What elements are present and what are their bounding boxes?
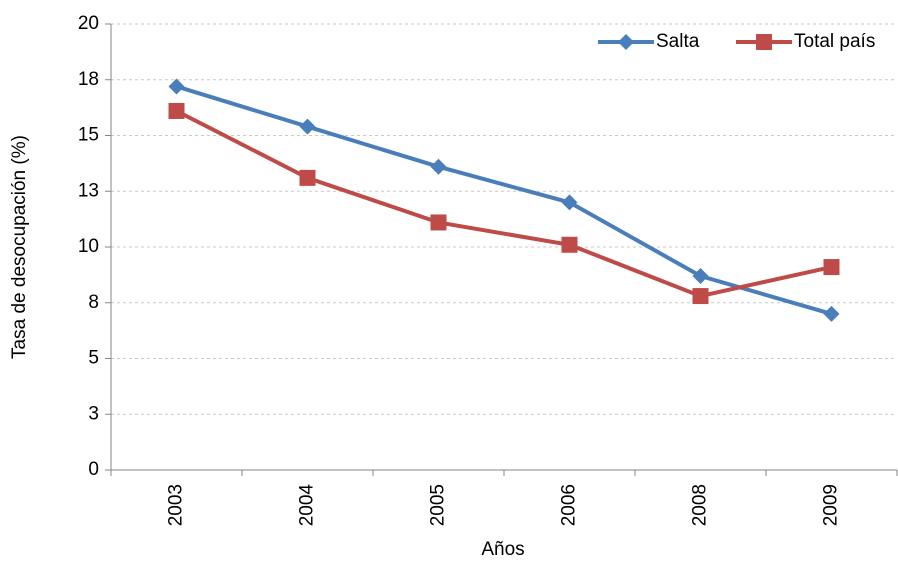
point — [692, 288, 709, 305]
point — [561, 236, 578, 253]
y-tick-label: 10 — [78, 236, 99, 257]
y-tick-label: 3 — [88, 403, 99, 424]
y-tick-label: 18 — [78, 69, 99, 90]
point — [168, 78, 185, 95]
legend-label: Total país — [794, 31, 875, 52]
legend-label: Salta — [656, 31, 700, 52]
point — [299, 118, 316, 135]
x-tick-label: 2006 — [559, 484, 580, 526]
legend-marker — [756, 34, 772, 50]
point — [823, 305, 840, 322]
y-tick-label: 20 — [78, 13, 99, 34]
x-tick-label: 2004 — [297, 484, 318, 527]
y-tick-label: 13 — [78, 180, 99, 201]
legend-marker — [618, 34, 634, 50]
series-line — [175, 109, 832, 299]
x-axis-title: Años — [481, 539, 524, 560]
x-tick-label: 2009 — [821, 484, 842, 526]
point — [430, 158, 447, 175]
point — [561, 194, 578, 211]
y-tick-label: 8 — [88, 292, 99, 313]
y-axis-title: Tasa de desocupación (%) — [9, 135, 30, 359]
x-tick-label: 2003 — [166, 484, 187, 526]
y-tick-label: 5 — [88, 348, 99, 369]
point — [299, 169, 316, 186]
x-tick-label: 2005 — [428, 484, 449, 526]
point — [692, 267, 709, 284]
y-tick-label: 0 — [88, 459, 99, 480]
series-line — [175, 84, 833, 316]
point — [168, 102, 185, 119]
point — [823, 259, 840, 276]
y-tick-label: 15 — [78, 125, 99, 146]
point — [430, 214, 447, 231]
x-tick-label: 2008 — [690, 484, 711, 526]
